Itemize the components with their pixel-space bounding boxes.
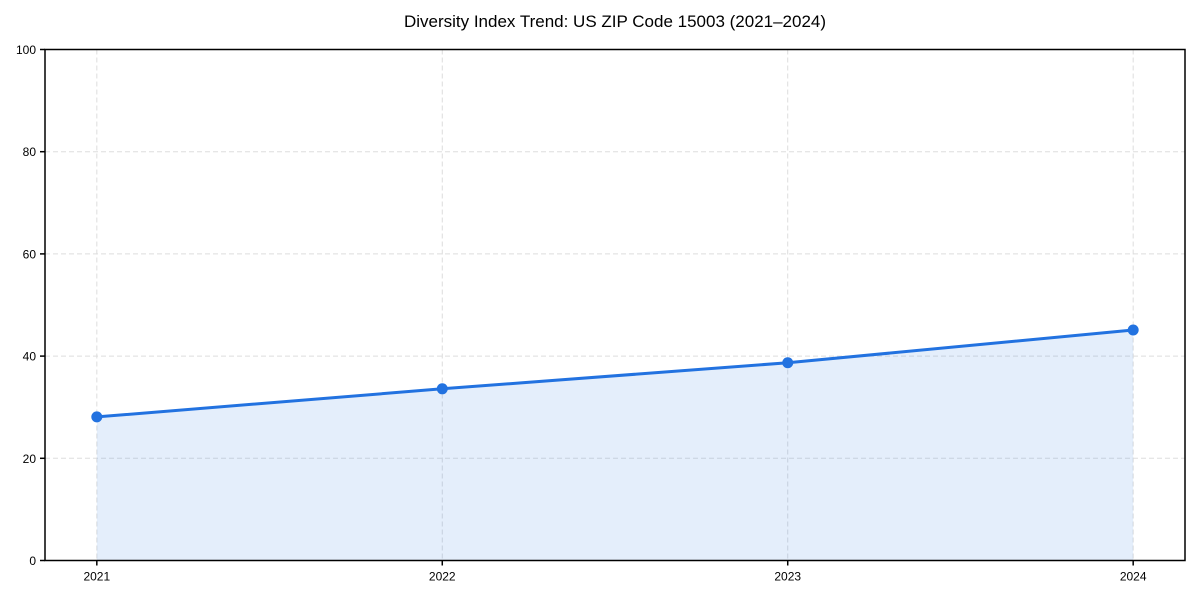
data-point-marker	[436, 383, 448, 395]
axes-frame	[44, 48, 1186, 562]
y-tick-label: 100	[16, 43, 36, 57]
x-tick-label: 2024	[1120, 570, 1147, 584]
data-point-marker	[1127, 324, 1139, 336]
y-tick-label: 0	[29, 554, 36, 568]
y-tick-label: 60	[23, 247, 37, 261]
trend-line	[95, 328, 1135, 419]
y-tick-label: 80	[23, 145, 37, 159]
y-tick-label: 40	[23, 350, 37, 364]
x-tick-label: 2021	[83, 570, 110, 584]
x-tick-label: 2023	[774, 570, 801, 584]
data-point-marker	[782, 357, 794, 369]
chart-title: Diversity Index Trend: US ZIP Code 15003…	[403, 12, 827, 31]
plot-background	[45, 49, 1185, 561]
data-point-marker	[91, 411, 103, 423]
y-tick-label: 20	[23, 452, 37, 466]
x-tick-label: 2022	[429, 570, 456, 584]
area-fill	[96, 330, 1134, 561]
